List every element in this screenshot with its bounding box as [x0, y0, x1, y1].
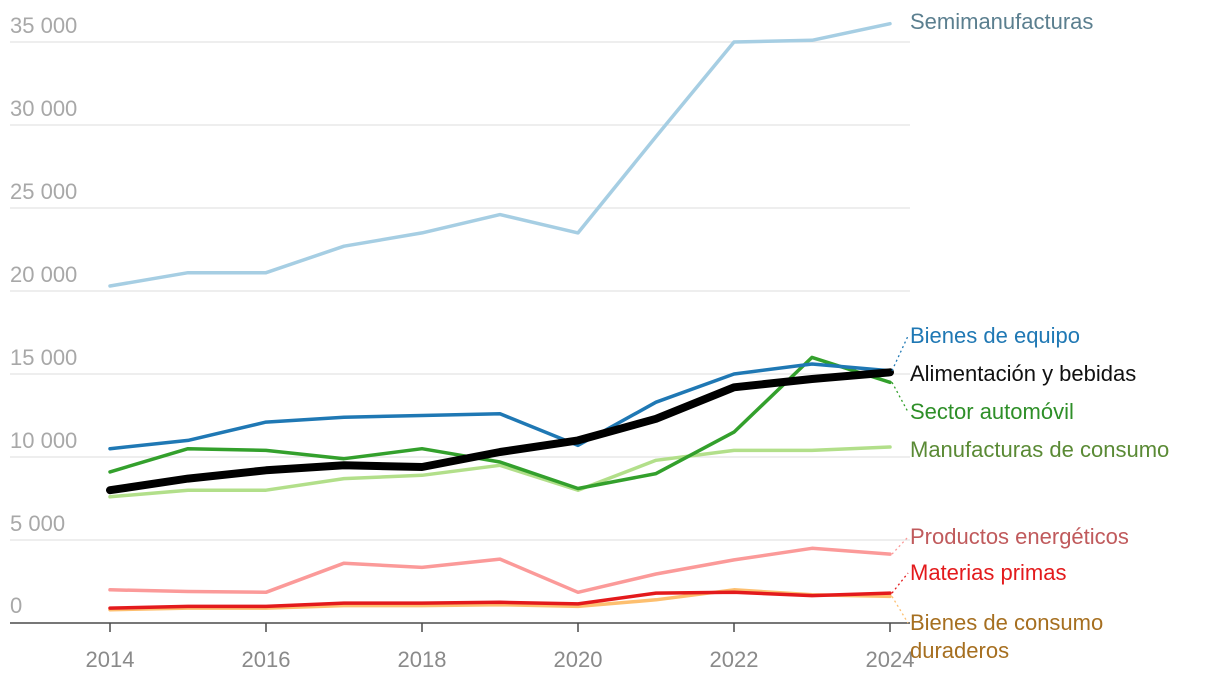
x-tick-label: 2024 [866, 647, 915, 672]
series-label-productos-energeticos: Productos energéticos [910, 524, 1129, 549]
x-axis-tick-labels: 2014 2016 2018 2020 2022 2024 [86, 647, 915, 672]
series-lines [106, 21, 894, 612]
series-label-line: duraderos [910, 638, 1009, 663]
y-tick-label: 0 [10, 593, 22, 618]
series-line-sector-automovil [108, 355, 892, 491]
series-labels: Semimanufacturas Bienes de equipo Alimenta… [891, 9, 1169, 663]
series-label-materias-primas: Materias primas [910, 560, 1066, 585]
y-axis-tick-labels: 0 5 000 10 000 15 000 20 000 25 000 30 000 35 0… [10, 13, 77, 618]
series-line-alimentacion-y-bebidas [106, 368, 894, 495]
series-label-alimentacion-y-bebidas: Alimentación y bebidas [910, 361, 1136, 386]
series-label-bienes-de-equipo: Bienes de equipo [910, 323, 1080, 348]
y-tick-label: 15 000 [10, 345, 77, 370]
x-tick-label: 2020 [554, 647, 603, 672]
series-label-manufacturas-de-consumo: Manufacturas de consumo [910, 437, 1169, 462]
series-line-productos-energeticos [108, 546, 892, 595]
x-tick-label: 2014 [86, 647, 135, 672]
series-label-line: Bienes de consumo [910, 610, 1103, 635]
series-label-sector-automovil: Sector automóvil [910, 399, 1074, 424]
leader-line-materias-primas [891, 572, 909, 594]
y-tick-label: 35 000 [10, 13, 77, 38]
series-line-manufacturas-de-consumo [108, 445, 892, 499]
leader-line-sector-automovil [891, 381, 909, 413]
series-line-semimanufacturas [108, 21, 892, 288]
y-tick-label: 30 000 [10, 96, 77, 121]
y-tick-label: 20 000 [10, 262, 77, 287]
x-tick-label: 2018 [398, 647, 447, 672]
y-tick-label: 25 000 [10, 179, 77, 204]
x-tick-label: 2022 [710, 647, 759, 672]
y-tick-label: 5 000 [10, 511, 65, 536]
leader-line-productos-energeticos [891, 536, 909, 555]
x-tick-label: 2016 [242, 647, 291, 672]
grid-lines [10, 41, 910, 541]
series-line-bienes-de-equipo [108, 362, 892, 451]
series-label-semimanufacturas: Semimanufacturas [910, 9, 1093, 34]
leader-line-bienes-de-consumo-duraderos [891, 596, 909, 624]
series-label-bienes-de-consumo-duraderos: Bienes de consumo duraderos [910, 610, 1103, 663]
series-line-materias-primas [108, 590, 892, 610]
y-tick-label: 10 000 [10, 428, 77, 453]
leader-line-bienes-de-equipo [891, 335, 909, 371]
x-axis [10, 622, 910, 632]
